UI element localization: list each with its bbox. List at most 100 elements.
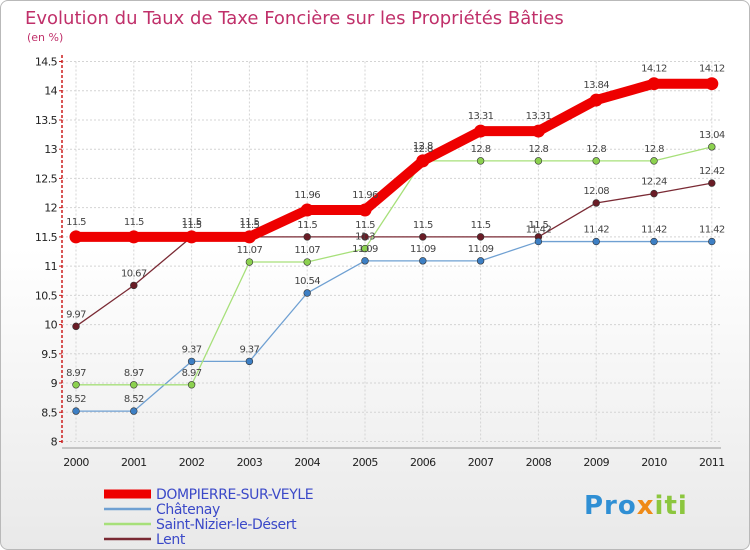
data-label: 11.07 <box>294 245 320 256</box>
data-label: 10.54 <box>294 276 320 287</box>
x-tick-label: 2001 <box>121 456 147 469</box>
x-tick-label: 2009 <box>583 456 609 469</box>
data-point <box>130 381 138 389</box>
y-tick-label: 8 <box>51 436 58 449</box>
data-point <box>708 237 716 246</box>
data-label: 9.37 <box>182 344 202 355</box>
data-point <box>592 199 600 207</box>
data-label: 14.12 <box>699 64 725 75</box>
data-label: 8.52 <box>66 394 86 405</box>
data-label: 12.8 <box>528 144 548 155</box>
data-label: 11.5 <box>471 220 491 231</box>
data-point <box>589 93 603 107</box>
y-tick-label: 12 <box>44 202 57 215</box>
data-label: 11.5 <box>297 220 317 231</box>
data-label: 8.52 <box>124 394 144 405</box>
data-label: 9.97 <box>66 309 86 320</box>
data-label: 11.09 <box>352 244 378 255</box>
axes: 8 8.5 9 9.5 10 10.5 11 11.5 12 12.5 13 13.5 14 14.5 20… <box>35 55 725 469</box>
series-0 <box>69 77 719 244</box>
data-point <box>592 237 600 246</box>
series-line <box>75 240 713 412</box>
data-label: 11.42 <box>583 225 609 236</box>
data-label: 12.8 <box>413 141 433 152</box>
data-label: 12.8 <box>413 144 433 155</box>
series-line <box>71 78 717 242</box>
logo-part-1: Pro <box>584 491 637 521</box>
data-point <box>708 179 716 187</box>
data-point <box>650 189 658 198</box>
data-label: 11.09 <box>410 244 436 255</box>
data-label: 11.5 <box>413 220 433 231</box>
data-label: 9.37 <box>239 344 259 355</box>
x-tick-label: 2000 <box>63 456 89 469</box>
logo-part-2: x <box>636 491 655 521</box>
data-label: 11.5 <box>66 217 86 228</box>
data-point <box>534 157 543 165</box>
data-label: 11.5 <box>239 217 259 228</box>
data-point <box>72 407 80 415</box>
data-point <box>534 237 543 246</box>
data-label: 11.96 <box>352 190 378 201</box>
x-tick-label: 2002 <box>179 456 205 469</box>
chart-title: Evolution du Taux de Taxe Foncière sur l… <box>25 8 564 29</box>
data-label: 14.12 <box>641 64 667 75</box>
data-label: 11.5 <box>182 217 202 228</box>
data-label: 11.3 <box>355 232 375 243</box>
y-tick-label: 13.5 <box>35 114 58 127</box>
data-point <box>303 258 311 266</box>
data-point <box>474 124 488 138</box>
x-tick-label: 2004 <box>294 456 320 469</box>
data-point <box>187 381 196 389</box>
data-label: 12.24 <box>641 177 667 188</box>
data-label: 11.5 <box>528 220 548 231</box>
series-1 <box>72 237 716 415</box>
data-point <box>476 157 485 165</box>
y-tick-label: 10.5 <box>35 289 58 302</box>
data-point <box>650 237 658 246</box>
data-label: 12.42 <box>699 166 725 177</box>
data-point <box>127 230 141 244</box>
data-point <box>303 233 311 241</box>
data-label: 10.67 <box>121 268 147 279</box>
data-point <box>476 233 485 241</box>
legend-label: Saint-Nizier-le-Désert <box>156 517 297 533</box>
data-label: 13.31 <box>468 111 494 122</box>
x-tick-label: 2007 <box>468 456 494 469</box>
y-tick-label: 14.5 <box>35 56 58 69</box>
data-label: 11.07 <box>237 245 263 256</box>
data-label: 12.8 <box>586 144 606 155</box>
data-label: 8.97 <box>66 368 86 379</box>
y-tick-label: 8.5 <box>41 406 57 419</box>
data-point <box>361 233 369 241</box>
legend-label: Lent <box>156 532 186 548</box>
y-tick-label: 10 <box>44 319 57 332</box>
legend: DOMPIERRE-SUR-VEYLEChâtenaySaint-Nizier-… <box>104 487 314 548</box>
data-label: 13.04 <box>699 130 725 141</box>
data-label: 11.42 <box>699 225 725 236</box>
series-line <box>75 182 713 327</box>
data-label: 12.8 <box>471 144 491 155</box>
x-tick-label: 2003 <box>237 456 263 469</box>
x-tick-label: 2011 <box>699 456 725 469</box>
data-point <box>245 357 254 366</box>
data-point <box>245 258 254 266</box>
y-tick-label: 12.5 <box>35 172 58 185</box>
data-point <box>358 203 372 217</box>
proxiti-logo: Proxiti <box>584 491 688 521</box>
data-label: 11.96 <box>294 190 320 201</box>
data-label: 12.8 <box>644 144 664 155</box>
data-point <box>592 157 600 165</box>
data-label: 11.42 <box>641 225 667 236</box>
data-point <box>187 357 196 366</box>
series-2 <box>72 143 716 389</box>
y-tick-label: 11 <box>44 260 57 273</box>
y-tick-label: 13 <box>44 143 57 156</box>
x-tick-label: 2005 <box>352 456 378 469</box>
data-label: 11.5 <box>355 220 375 231</box>
y-tick-label: 11.5 <box>35 231 58 244</box>
x-tick-label: 2008 <box>526 456 552 469</box>
data-label: 11.5 <box>182 220 202 231</box>
